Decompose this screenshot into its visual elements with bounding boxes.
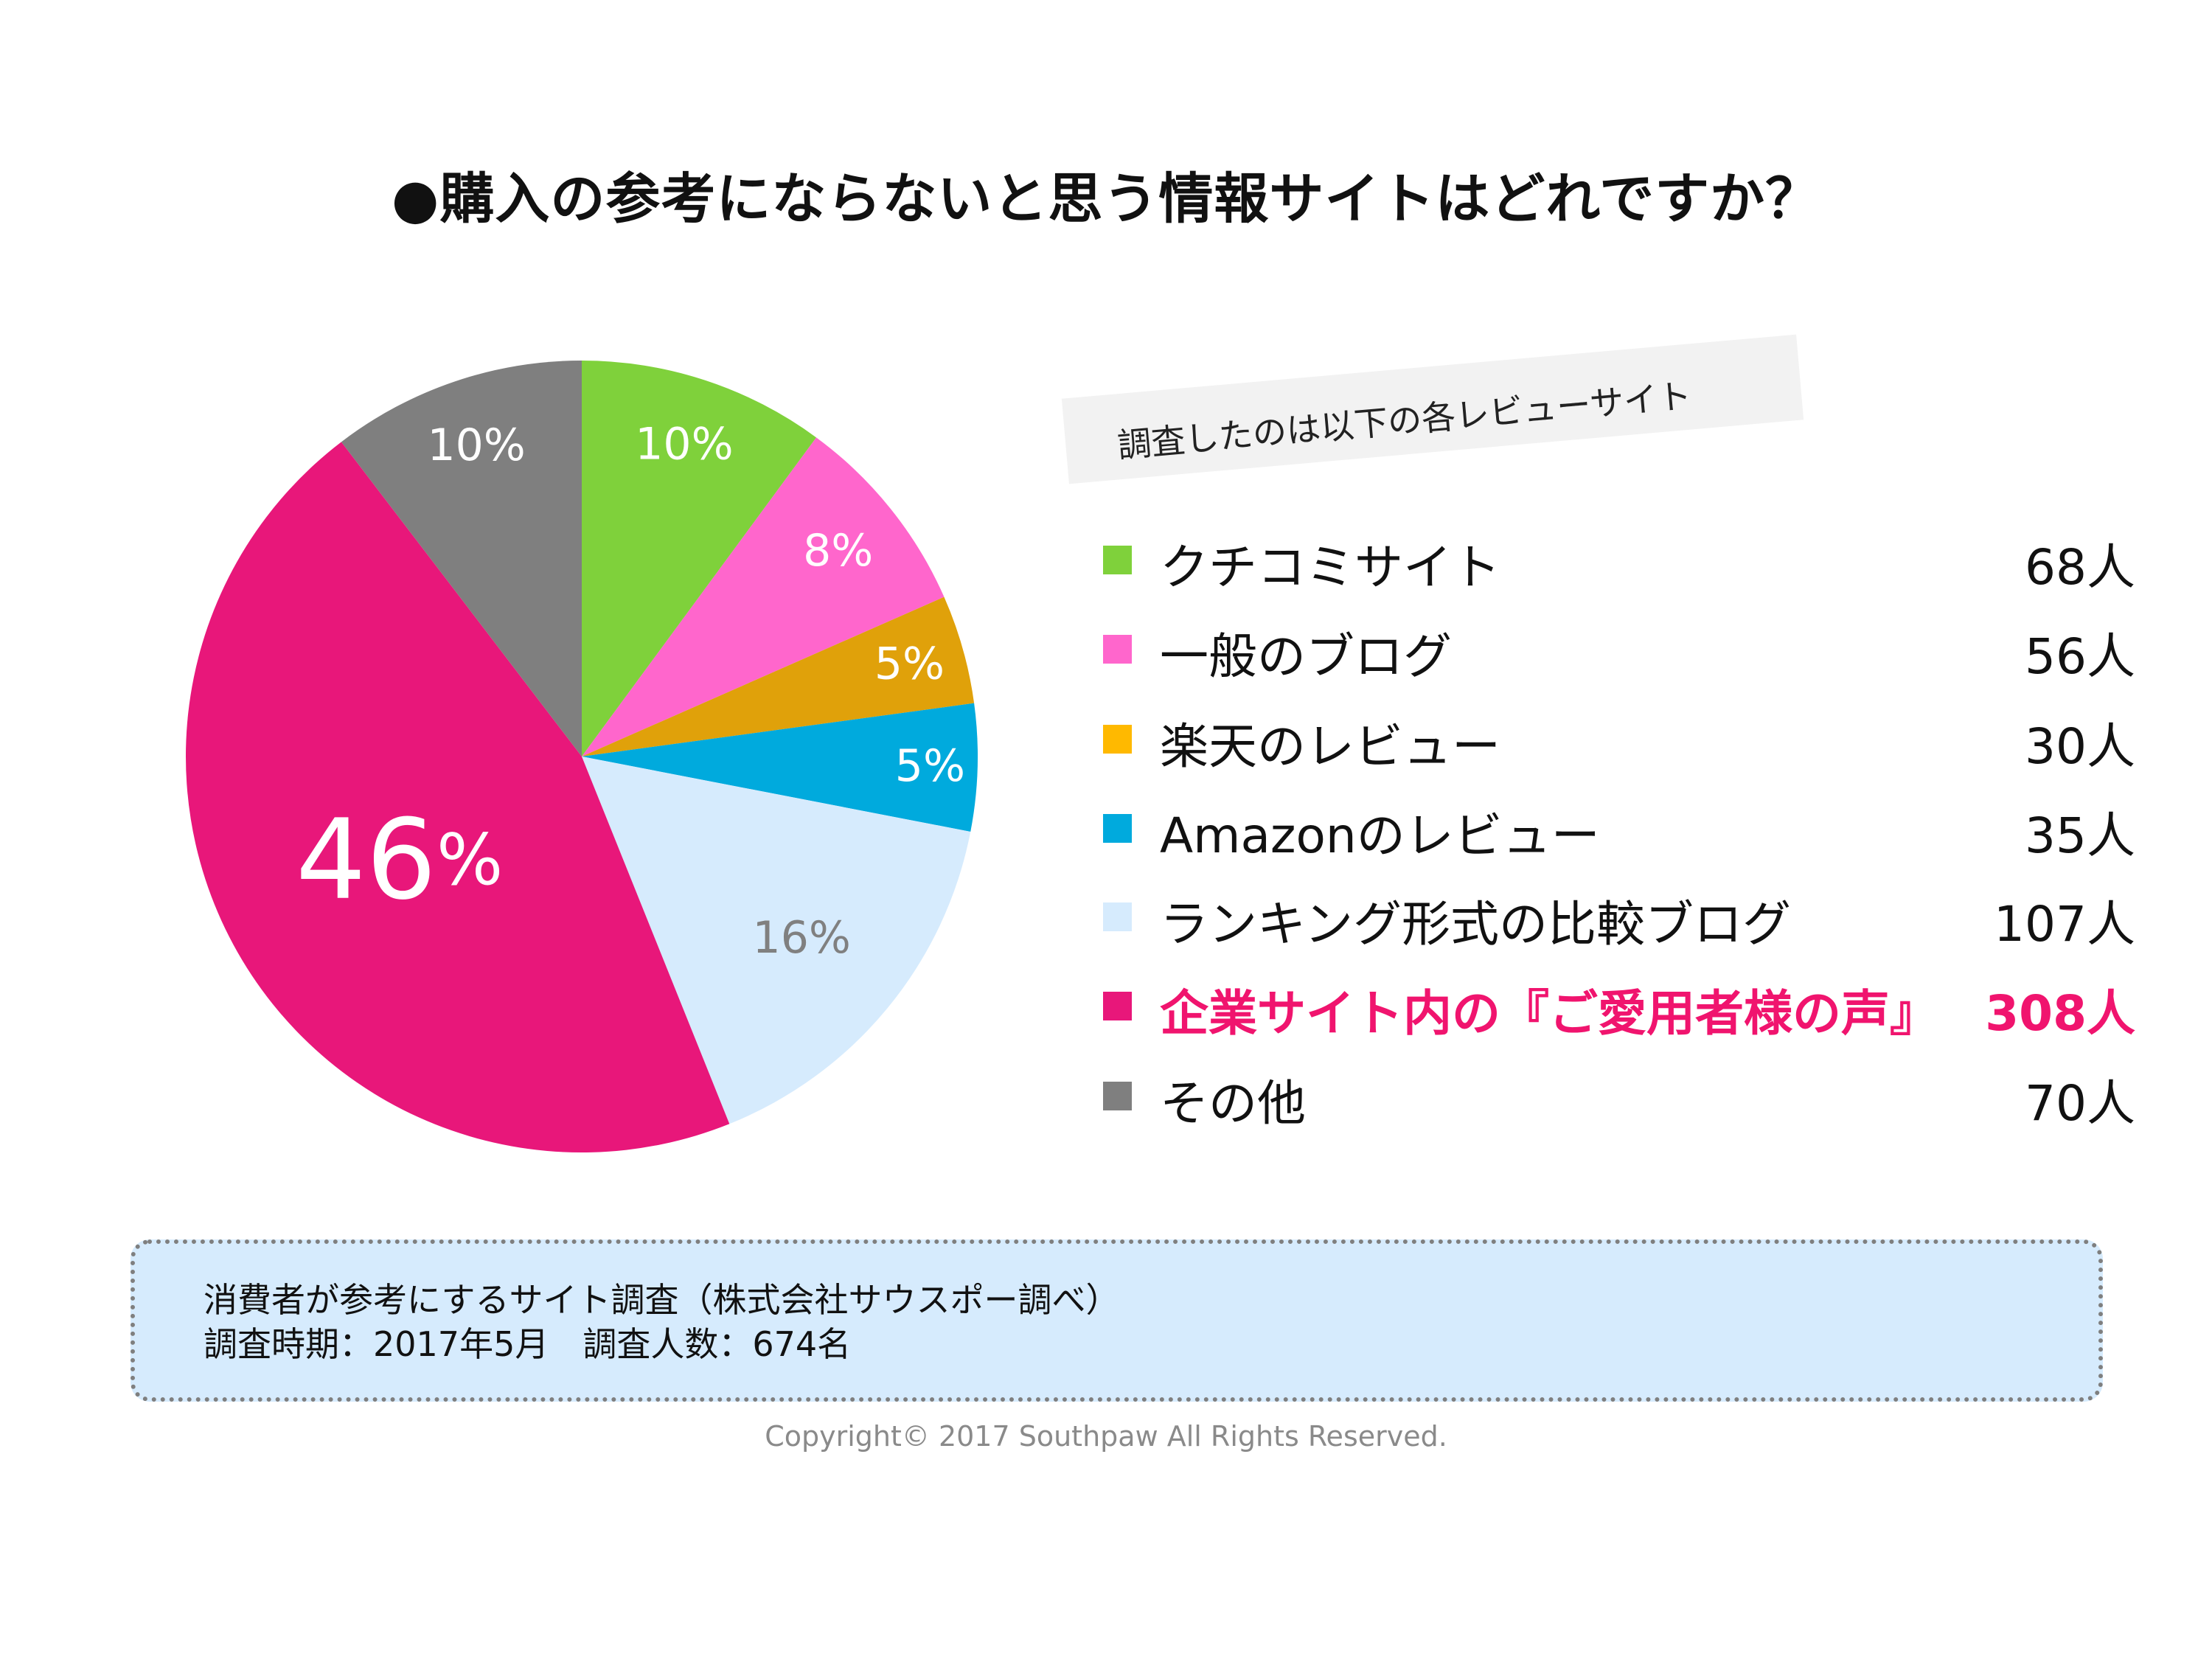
legend-value: 35人 <box>2025 807 2135 864</box>
legend-label: ランキング形式の比較ブログ <box>1160 896 1792 953</box>
legend-label: 楽天のレビュー <box>1160 718 1500 775</box>
legend-value: 30人 <box>2025 718 2135 775</box>
pie-label-3: 5% <box>895 740 965 792</box>
pie-label-2: 5% <box>874 639 945 690</box>
legend-swatch <box>1103 546 1132 574</box>
pie-slice-2 <box>582 597 975 757</box>
pie-slice-0 <box>582 361 817 757</box>
pie-label-6: 10% <box>427 420 525 471</box>
legend-item: その他 70人 <box>1103 1064 2135 1132</box>
survey-note-box: 消費者が参考にするサイト調査（株式会社サウスポー調べ） 調査時期：2017年5月… <box>131 1239 2103 1402</box>
pie-slice-3 <box>582 703 978 832</box>
pie-slice-5 <box>185 442 730 1153</box>
legend-label: 企業サイト内の『ご愛用者様の声』 <box>1160 985 1938 1042</box>
legend-swatch <box>1103 992 1132 1020</box>
chart-title: ●購入の参考にならないと思う情報サイトはどれですか？ <box>391 167 1821 231</box>
pie-label-0: 10% <box>635 418 733 470</box>
legend-swatch <box>1103 725 1132 754</box>
legend-value: 107人 <box>1994 896 2135 953</box>
legend-value: 56人 <box>2025 628 2135 685</box>
pie-chart: 10%8%5%5%16%46%10% <box>185 361 978 1153</box>
copyright: Copyright© 2017 Southpaw All Rights Rese… <box>765 1420 1447 1453</box>
pie-slice-6 <box>341 361 582 757</box>
legend-swatch <box>1103 1082 1132 1110</box>
legend-item: Amazonのレビュー 35人 <box>1103 796 2135 864</box>
legend-item: ランキング形式の比較ブログ 107人 <box>1103 885 2135 953</box>
legend-value: 68人 <box>2025 539 2135 596</box>
survey-note-line2: 調査時期：2017年5月 調査人数：674名 <box>204 1324 852 1364</box>
legend-swatch <box>1103 902 1132 931</box>
legend-item: クチコミサイト 68人 <box>1103 528 2135 596</box>
pie-slice-4 <box>582 757 971 1124</box>
survey-note-line1: 消費者が参考にするサイト調査（株式会社サウスポー調べ） <box>204 1280 1120 1320</box>
legend-item: 一般のブログ 56人 <box>1103 617 2135 685</box>
legend-value: 308人 <box>1985 985 2135 1042</box>
legend-swatch <box>1103 635 1132 664</box>
legend-swatch <box>1103 814 1132 843</box>
legend-label: クチコミサイト <box>1160 539 1500 596</box>
legend-label: その他 <box>1160 1075 1306 1132</box>
legend-value: 70人 <box>2025 1075 2135 1132</box>
legend-item: 企業サイト内の『ご愛用者様の声』 308人 <box>1103 974 2135 1042</box>
legend-label: Amazonのレビュー <box>1160 807 1600 864</box>
legend-label: 一般のブログ <box>1160 628 1452 685</box>
pie-slice-1 <box>582 437 945 757</box>
survey-banner-text: 調査したのは以下の各レビューサイト <box>1116 375 1694 466</box>
pie-label-4: 16% <box>753 912 851 964</box>
pie-label-1: 8% <box>803 525 873 577</box>
legend-item: 楽天のレビュー 30人 <box>1103 707 2135 775</box>
